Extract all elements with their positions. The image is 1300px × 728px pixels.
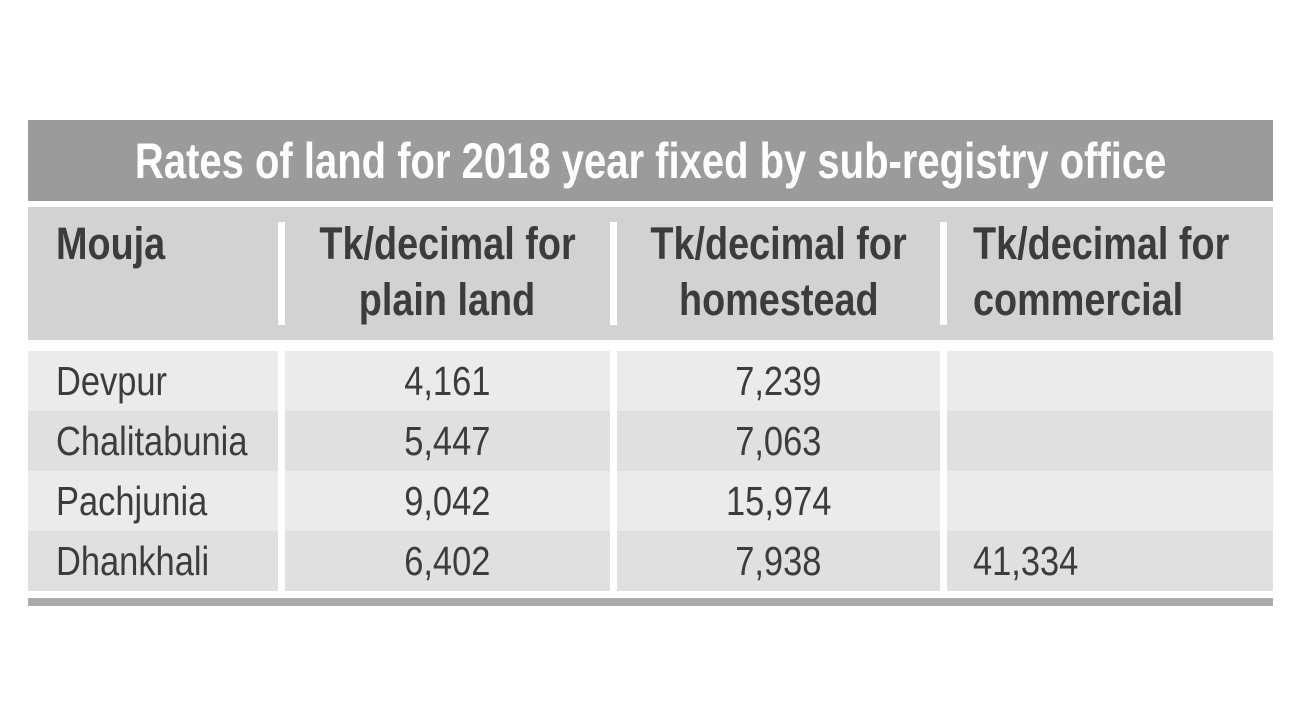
table-row: Pachjunia 9,042 15,974: [28, 471, 1273, 531]
cell-commercial: 41,334: [947, 531, 1273, 591]
land-rates-table: Rates of land for 2018 year fixed by sub…: [28, 120, 1273, 606]
cell-mouja: Dhankhali: [28, 531, 278, 591]
commercial-value: 41,334: [973, 538, 1079, 584]
header-label-homestead-line1: Tk/decimal for: [650, 218, 907, 269]
homestead-value: 7,063: [735, 418, 822, 464]
table-row: Chalitabunia 5,447 7,063: [28, 411, 1273, 471]
column-separator: [940, 222, 947, 325]
bottom-rule: [28, 598, 1273, 606]
header-label-mouja: Mouja: [56, 218, 166, 269]
header-label-plain-land-line2: plain land: [359, 274, 536, 325]
table-row: Devpur 4,161 7,239: [28, 351, 1273, 411]
plain-land-value: 5,447: [404, 418, 491, 464]
mouja-value: Chalitabunia: [56, 418, 248, 464]
cell-commercial: [947, 411, 1273, 471]
cell-mouja: Pachjunia: [28, 471, 278, 531]
mouja-value: Dhankhali: [56, 538, 210, 584]
header-cell-plain-land: Tk/decimal for plain land: [285, 207, 610, 340]
header-label-plain-land-line1: Tk/decimal for: [319, 218, 576, 269]
cell-commercial: [947, 471, 1273, 531]
cell-homestead: 7,938: [617, 531, 940, 591]
table-body: Devpur 4,161 7,239 Chalitabunia 5,447 7,…: [28, 351, 1273, 591]
cell-plain-land: 5,447: [285, 411, 610, 471]
cell-plain-land: 4,161: [285, 351, 610, 411]
mouja-value: Devpur: [56, 358, 168, 404]
plain-land-value: 4,161: [404, 358, 491, 404]
cell-plain-land: 9,042: [285, 471, 610, 531]
cell-commercial: [947, 351, 1273, 411]
cell-homestead: 7,239: [617, 351, 940, 411]
header-cell-homestead: Tk/decimal for homestead: [617, 207, 940, 340]
cell-mouja: Devpur: [28, 351, 278, 411]
cell-mouja: Chalitabunia: [28, 411, 278, 471]
column-separator: [610, 222, 617, 325]
table-header-row: Mouja Tk/decimal for plain land Tk/decim…: [28, 207, 1273, 340]
plain-land-value: 9,042: [404, 478, 491, 524]
header-cell-commercial: Tk/decimal for commercial: [947, 207, 1273, 340]
table-title-bar: Rates of land for 2018 year fixed by sub…: [28, 120, 1273, 201]
plain-land-value: 6,402: [404, 538, 491, 584]
table-title: Rates of land for 2018 year fixed by sub…: [134, 132, 1167, 189]
homestead-value: 7,938: [735, 538, 822, 584]
cell-homestead: 7,063: [617, 411, 940, 471]
table-row: Dhankhali 6,402 7,938 41,334: [28, 531, 1273, 591]
header-label-homestead-line2: homestead: [678, 274, 879, 325]
homestead-value: 7,239: [735, 358, 822, 404]
cell-homestead: 15,974: [617, 471, 940, 531]
header-cell-mouja: Mouja: [28, 207, 278, 340]
header-label-commercial-line2: commercial: [973, 274, 1184, 325]
mouja-value: Pachjunia: [56, 478, 208, 524]
cell-plain-land: 6,402: [285, 531, 610, 591]
column-separator: [278, 222, 285, 325]
header-label-commercial-line1: Tk/decimal for: [973, 218, 1230, 269]
homestead-value: 15,974: [725, 478, 832, 524]
